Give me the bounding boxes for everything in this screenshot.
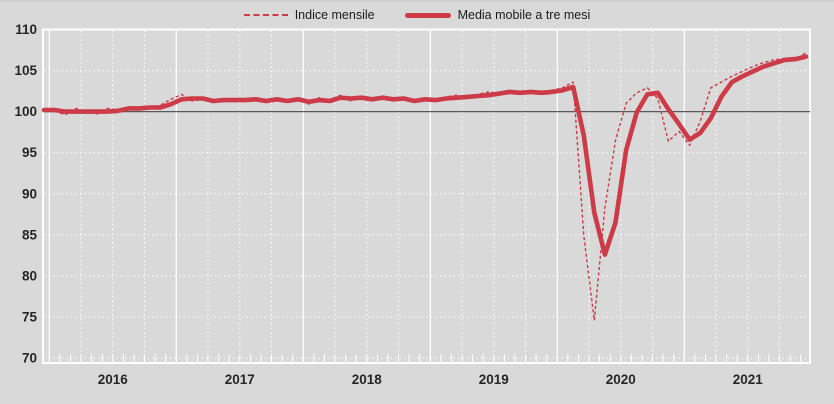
legend-label: Media mobile a tre mesi <box>457 7 591 22</box>
plot-border <box>42 28 811 364</box>
x-axis-label: 2020 <box>606 372 636 387</box>
y-axis-label: 105 <box>14 63 37 78</box>
solid-line-swatch-icon <box>404 12 451 18</box>
y-axis-label: 70 <box>22 351 37 366</box>
legend-item-media-mobile: Media mobile a tre mesi <box>404 7 591 22</box>
y-axis-label: 95 <box>22 145 38 160</box>
y-axis-labels: 70 75 80 85 90 95 100 105 110 <box>14 22 37 366</box>
legend-item-indice-mensile: Indice mensile <box>243 7 375 22</box>
gridlines-vertical <box>48 30 802 362</box>
x-axis-label: 2017 <box>225 372 255 387</box>
x-axis-labels: 2016 2017 2018 2019 2020 2021 <box>98 372 764 387</box>
indice-mensile-line <box>43 51 807 321</box>
x-axis-label: 2016 <box>98 372 129 387</box>
gridlines-horizontal <box>44 70 809 359</box>
x-axis-label: 2019 <box>479 372 509 387</box>
y-axis-label: 75 <box>22 310 38 325</box>
y-axis-label: 110 <box>15 22 37 37</box>
y-axis-label: 90 <box>22 186 37 201</box>
legend-label: Indice mensile <box>294 7 375 22</box>
chart-legend: Indice mensile Media mobile a tre mesi <box>0 5 834 25</box>
figure-top-edge <box>0 0 834 2</box>
y-axis-label: 85 <box>22 227 38 242</box>
x-axis-label: 2021 <box>733 372 764 387</box>
y-axis-label: 100 <box>14 104 37 119</box>
x-axis-label: 2018 <box>352 372 383 387</box>
y-axis-label: 80 <box>22 268 37 283</box>
dashed-line-swatch-icon <box>243 14 288 16</box>
media-mobile-line <box>41 54 809 257</box>
